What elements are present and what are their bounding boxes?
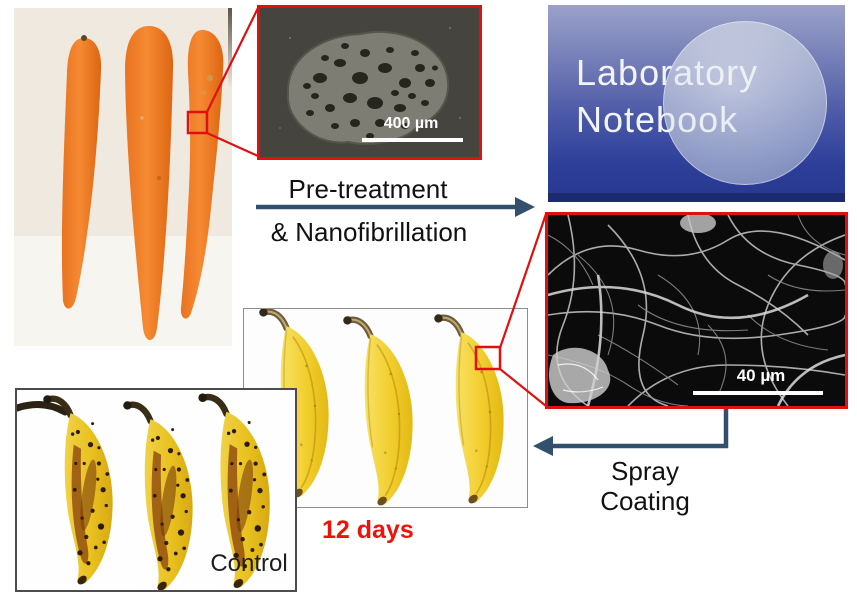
spray-coating-label-line1: Spray bbox=[611, 456, 679, 486]
days-caption: 12 days bbox=[322, 516, 414, 544]
nanofiber-sem-panel: 40 µm bbox=[545, 212, 848, 409]
carrot-sem-panel: 400 µm bbox=[257, 5, 482, 160]
spray-coating-label-line2: Coating bbox=[600, 486, 690, 516]
sem-particle-illustration bbox=[260, 8, 479, 157]
scale-bar-label: 400 µm bbox=[383, 115, 439, 132]
scale-bar-label: 40 µm bbox=[736, 366, 786, 385]
carrot-middle bbox=[125, 26, 174, 340]
scale-bar bbox=[362, 138, 463, 142]
carrot-left bbox=[61, 35, 102, 309]
control-bananas-panel: Control bbox=[15, 388, 297, 592]
nanofiber-network-illustration bbox=[548, 215, 845, 406]
pretreatment-label-line2: & Nanofibrillation bbox=[270, 217, 468, 247]
scale-bar bbox=[693, 391, 823, 395]
sem-pores bbox=[303, 43, 438, 139]
pretreatment-label-line1: Pre-treatment bbox=[288, 174, 448, 204]
control-label: Control bbox=[210, 550, 288, 577]
carrot-photo-panel bbox=[14, 8, 232, 346]
transparent-film-disc bbox=[663, 21, 827, 185]
notebook-edge bbox=[548, 193, 845, 202]
control-bananas-illustration bbox=[17, 390, 295, 590]
carrots-illustration bbox=[14, 8, 232, 346]
notebook-film-panel: Laboratory Notebook bbox=[548, 5, 845, 202]
spray-coating-arrow bbox=[533, 409, 729, 456]
